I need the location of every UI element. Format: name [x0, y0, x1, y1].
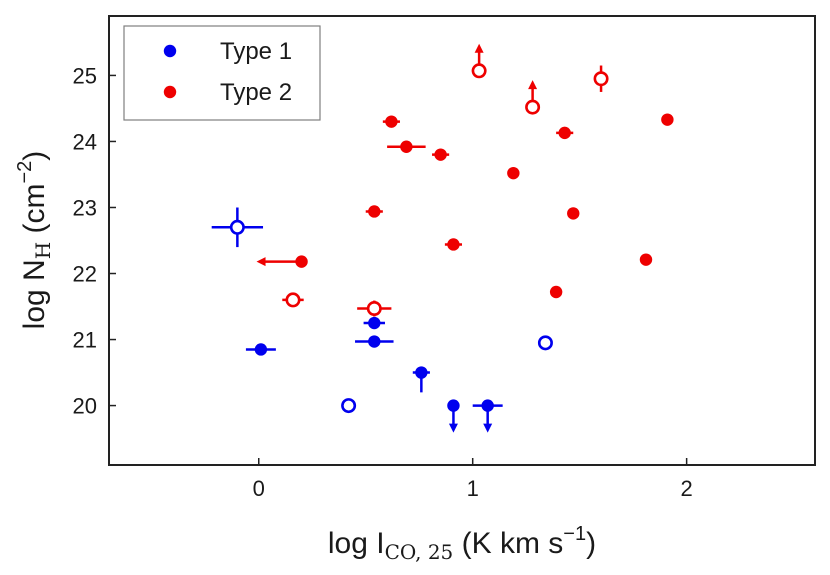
- marker-filled: [254, 343, 268, 356]
- y-tick-label: 20: [73, 394, 97, 419]
- y-axis-label: log NH (cm−2): [14, 151, 55, 330]
- data-point-type-2: [387, 140, 426, 153]
- plot-frame: [108, 15, 816, 466]
- marker-filled: [447, 238, 460, 251]
- marker-filled: [368, 205, 381, 218]
- legend-box: [123, 25, 321, 121]
- marker-filled: [447, 399, 460, 412]
- marker-filled: [567, 207, 580, 220]
- data-point-type-2: [256, 255, 308, 268]
- x-tick-label: 1: [467, 476, 479, 501]
- data-point-type-2: [282, 292, 304, 308]
- y-tick-label: 23: [73, 195, 97, 220]
- data-point-type-2: [525, 80, 541, 115]
- marker-filled: [434, 148, 447, 161]
- marker-open: [341, 398, 357, 414]
- marker-filled: [639, 253, 653, 266]
- x-axis-label: log ICO, 25 (K km s−1): [328, 523, 596, 564]
- data-point-type-2: [639, 253, 653, 266]
- marker-filled: [400, 140, 413, 153]
- legend-label-type-1: Type 1: [220, 38, 292, 65]
- y-tick-label: 25: [73, 63, 97, 88]
- axis-ticks: 0 1 2 20 21 22 23 24 25: [73, 63, 693, 501]
- x-tick-label: 2: [681, 476, 693, 501]
- data-point-type-2: [549, 285, 563, 299]
- limit-arrow-head: [483, 423, 493, 433]
- y-tick-label: 22: [73, 262, 97, 287]
- data-point-type-1: [472, 399, 503, 433]
- marker-open: [593, 71, 609, 87]
- marker-open: [537, 335, 553, 351]
- limit-arrow-head: [528, 80, 538, 90]
- limit-arrow-head: [448, 423, 458, 433]
- data-point-type-2: [432, 148, 450, 161]
- marker-filled: [368, 335, 381, 348]
- legend-label-type-2: Type 2: [220, 79, 292, 106]
- y-tick-label: 24: [73, 129, 97, 154]
- marker-filled: [481, 399, 494, 412]
- data-point-type-1: [245, 343, 276, 356]
- data-point-type-1: [363, 316, 385, 330]
- marker-filled: [385, 115, 398, 128]
- data-point-type-1: [211, 207, 264, 248]
- data-point-type-2: [593, 65, 609, 92]
- marker-filled: [558, 126, 571, 140]
- data-point-type-1: [412, 366, 430, 393]
- marker-filled: [415, 366, 428, 379]
- data-point-type-1: [537, 335, 553, 351]
- data-point-type-2: [382, 115, 400, 128]
- marker-filled: [549, 285, 563, 299]
- data-point-type-2: [556, 126, 574, 140]
- data-point-type-2: [567, 207, 580, 220]
- marker-open: [229, 219, 245, 235]
- data-point-type-2: [507, 166, 520, 180]
- data-point-type-2: [365, 205, 383, 218]
- marker-filled: [295, 255, 308, 268]
- marker-open: [525, 99, 541, 115]
- marker-open: [285, 292, 301, 308]
- marker-open: [471, 63, 487, 79]
- legend-marker-type-1: [163, 44, 177, 58]
- data-point-type-2: [661, 113, 674, 126]
- limit-arrow-head: [256, 257, 266, 267]
- legend: Type 1 Type 2: [123, 25, 321, 121]
- data-point-type-2: [444, 238, 462, 251]
- marker-filled: [507, 166, 520, 180]
- y-tick-label: 21: [73, 328, 97, 353]
- marker-open: [366, 301, 382, 317]
- marker-filled: [368, 316, 381, 330]
- data-point-type-1: [355, 335, 394, 348]
- data-point-type-2: [471, 43, 487, 79]
- marker-filled: [661, 113, 674, 126]
- data-point-type-2: [357, 300, 392, 317]
- data-point-type-1: [447, 399, 460, 433]
- legend-marker-type-2: [163, 85, 177, 99]
- data-marks: [211, 43, 674, 433]
- x-tick-label: 0: [253, 476, 265, 501]
- limit-arrow-head: [474, 43, 484, 53]
- data-point-type-1: [341, 398, 357, 414]
